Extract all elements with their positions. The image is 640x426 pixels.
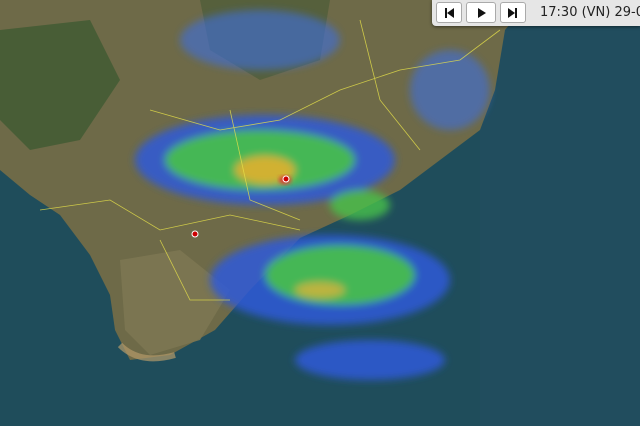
previous-button[interactable] — [436, 2, 462, 23]
city-marker — [191, 230, 199, 238]
city-marker — [282, 175, 290, 183]
radar-echoes — [135, 10, 490, 380]
forest — [0, 20, 120, 150]
play-button[interactable] — [466, 2, 496, 23]
echo-heavy — [235, 156, 295, 184]
delta — [120, 250, 230, 355]
echo-heavy — [295, 282, 345, 298]
echo-moderate — [330, 190, 390, 220]
next-button[interactable] — [500, 2, 526, 23]
coastal-sediment — [117, 342, 176, 362]
timestamp: 17:30 (VN) 29-08- — [540, 5, 640, 20]
playback-controls: 17:30 (VN) 29-08- — [432, 0, 640, 26]
deep-sea — [480, 0, 640, 426]
next-icon — [508, 8, 517, 18]
echo-moderate — [265, 245, 415, 305]
echo-light — [180, 10, 340, 70]
echo-light — [410, 50, 490, 130]
play-icon — [478, 8, 486, 18]
previous-icon — [445, 8, 454, 18]
echo-light — [295, 340, 445, 380]
borders — [39, 19, 501, 301]
